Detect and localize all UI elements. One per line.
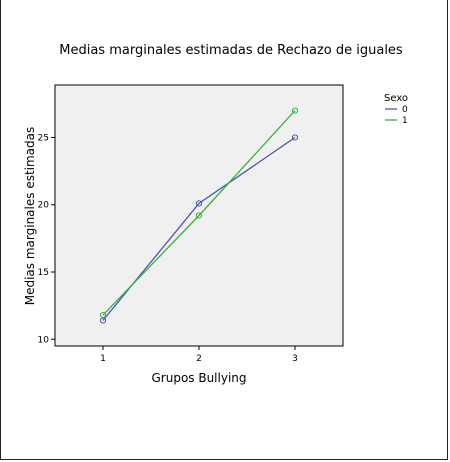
y-tick-label: 10 [38, 335, 50, 345]
legend: Sexo 01 [384, 93, 408, 126]
y-tick-label: 25 [38, 133, 49, 143]
data-point-sexo-1 [99, 311, 107, 319]
axes: 10 15 20 25 1 2 3 [38, 133, 298, 364]
data-point-sexo-0 [291, 134, 299, 141]
data-point-sexo-1 [291, 107, 299, 114]
x-tick-label: 3 [292, 354, 298, 364]
x-tick-label: 2 [196, 354, 202, 364]
legend-label-sexo-1: 1 [402, 116, 408, 126]
legend-items: 01 [385, 105, 408, 126]
y-tick-label: 20 [38, 201, 50, 211]
chart-title: Medias marginales estimadas de Rechazo d… [59, 43, 403, 58]
y-tick-label: 15 [38, 268, 49, 278]
legend-title: Sexo [384, 93, 408, 104]
series-line-sexo-1 [102, 110, 296, 316]
legend-label-sexo-0: 0 [402, 105, 408, 115]
x-tick-label: 1 [100, 354, 106, 364]
data-point-sexo-1 [195, 212, 203, 219]
series-group [99, 107, 299, 324]
y-axis-label: Medias marginales estimadas [23, 127, 37, 306]
x-axis-label: Grupos Bullying [151, 371, 246, 385]
data-point-sexo-0 [195, 200, 203, 207]
